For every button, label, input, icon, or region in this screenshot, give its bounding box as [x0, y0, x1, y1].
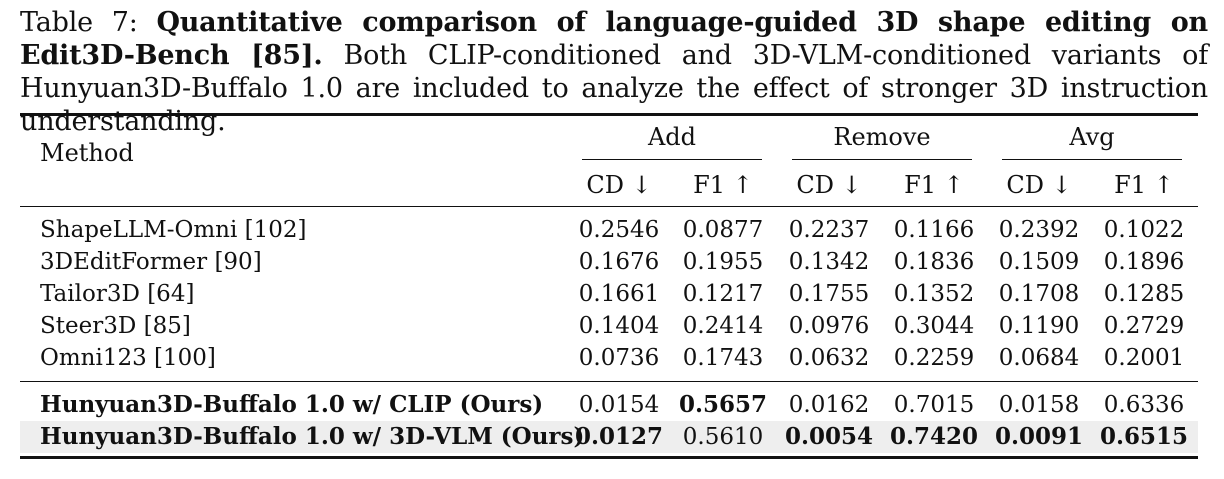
value-cell: 0.0976 [788, 313, 870, 339]
method-cell: ShapeLLM-Omni [102] [40, 217, 307, 243]
value-cell: 0.2001 [1103, 345, 1185, 371]
value-cell: 0.2259 [893, 345, 975, 371]
sub-header-add-f1: F1 ↑ [693, 171, 753, 199]
table-row: Omni123 [100] 0.0736 0.1743 0.0632 0.225… [0, 342, 1224, 374]
value-cell: 0.0632 [788, 345, 870, 371]
section-rule [20, 381, 1198, 382]
value-cell: 0.1836 [893, 249, 975, 275]
value-cell: 0.2546 [578, 217, 660, 243]
group-add: Add [647, 123, 697, 151]
sub-header-remove-f1: F1 ↑ [904, 171, 964, 199]
method-cell: Hunyuan3D-Buffalo 1.0 w/ CLIP (Ours) [40, 391, 544, 418]
value-cell: 0.0684 [998, 345, 1080, 371]
value-cell-best: 0.0054 [784, 423, 874, 450]
value-cell: 0.1509 [998, 249, 1080, 275]
caption-rest: Both CLIP-conditioned and 3D-VLM-conditi… [20, 40, 1208, 137]
method-header: Method [40, 139, 134, 167]
value-cell: 0.2392 [998, 217, 1080, 243]
value-cell: 0.0158 [998, 392, 1080, 418]
table-row: Tailor3D [64] 0.1661 0.1217 0.1755 0.135… [0, 278, 1224, 310]
sub-header-remove-cd: CD ↓ [796, 171, 862, 199]
value-cell: 0.1352 [893, 281, 975, 307]
value-cell: 0.2414 [682, 313, 764, 339]
sub-header-add-cd: CD ↓ [586, 171, 652, 199]
group-avg: Avg [1069, 123, 1115, 151]
table-row-ours-vlm: Hunyuan3D-Buffalo 1.0 w/ 3D-VLM (Ours) 0… [20, 421, 1198, 453]
method-cell: Tailor3D [64] [40, 281, 195, 307]
method-cell: Omni123 [100] [40, 345, 216, 371]
value-cell: 0.1342 [788, 249, 870, 275]
caption-bold: Quantitative comparison of language-guid… [20, 7, 1208, 71]
value-cell: 0.1955 [682, 249, 764, 275]
value-cell: 0.6336 [1103, 392, 1185, 418]
group-add-rule [582, 159, 762, 160]
value-cell: 0.1755 [788, 281, 870, 307]
value-cell: 0.3044 [893, 313, 975, 339]
value-cell: 0.1896 [1103, 249, 1185, 275]
sub-header-avg-cd: CD ↓ [1006, 171, 1072, 199]
value-cell: 0.1661 [578, 281, 660, 307]
header-rule [20, 206, 1198, 207]
group-avg-rule [1002, 159, 1182, 160]
value-cell: 0.1708 [998, 281, 1080, 307]
bottom-rule [20, 456, 1198, 459]
caption-label: Table 7: [20, 7, 138, 38]
top-rule [20, 113, 1198, 116]
value-cell-best: 0.7420 [889, 423, 979, 450]
value-cell: 0.2237 [788, 217, 870, 243]
value-cell: 0.0736 [578, 345, 660, 371]
table-row: Steer3D [85] 0.1404 0.2414 0.0976 0.3044… [0, 310, 1224, 342]
value-cell: 0.1404 [578, 313, 660, 339]
value-cell: 0.0154 [578, 392, 660, 418]
value-cell: 0.1022 [1103, 217, 1185, 243]
group-remove: Remove [833, 123, 931, 151]
group-remove-rule [792, 159, 972, 160]
table-row-ours-clip: Hunyuan3D-Buffalo 1.0 w/ CLIP (Ours) 0.0… [0, 389, 1224, 421]
method-cell: Hunyuan3D-Buffalo 1.0 w/ 3D-VLM (Ours) [40, 423, 585, 450]
value-cell: 0.1217 [682, 281, 764, 307]
table-row: 3DEditFormer [90] 0.1676 0.1955 0.1342 0… [0, 246, 1224, 278]
sub-header-avg-f1: F1 ↑ [1114, 171, 1174, 199]
value-cell: 0.0162 [788, 392, 870, 418]
method-cell: Steer3D [85] [40, 313, 191, 339]
value-cell: 0.2729 [1103, 313, 1185, 339]
method-cell: 3DEditFormer [90] [40, 249, 262, 275]
value-cell: 0.1743 [682, 345, 764, 371]
value-cell: 0.5610 [682, 424, 764, 450]
value-cell-best: 0.0091 [994, 423, 1084, 450]
table-caption: Table 7: Quantitative comparison of lang… [20, 6, 1208, 138]
value-cell-best: 0.5657 [678, 391, 768, 418]
value-cell-best: 0.0127 [574, 423, 664, 450]
value-cell: 0.7015 [893, 392, 975, 418]
value-cell: 0.1166 [893, 217, 975, 243]
value-cell-best: 0.6515 [1099, 423, 1189, 450]
value-cell: 0.1676 [578, 249, 660, 275]
value-cell: 0.1190 [998, 313, 1080, 339]
table-row: ShapeLLM-Omni [102] 0.2546 0.0877 0.2237… [0, 214, 1224, 246]
value-cell: 0.1285 [1103, 281, 1185, 307]
value-cell: 0.0877 [682, 217, 764, 243]
